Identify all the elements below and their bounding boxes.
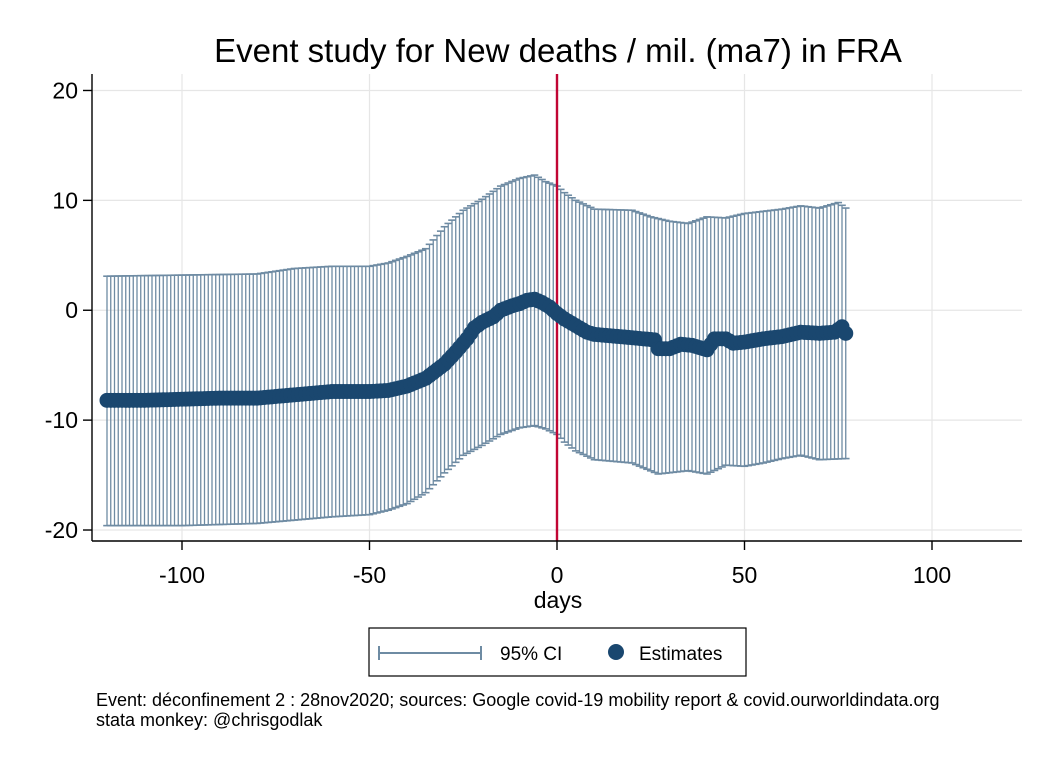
y-tick-label: 10 xyxy=(52,187,78,213)
x-tick-label: -50 xyxy=(353,562,386,588)
ci-bar xyxy=(429,239,438,486)
y-tick-label: 20 xyxy=(52,77,78,103)
ci-bar xyxy=(436,230,445,478)
ci-error-bars xyxy=(103,174,850,527)
ci-bar xyxy=(444,222,453,471)
ci-bar xyxy=(440,225,449,474)
y-tick-label: -20 xyxy=(45,517,78,543)
legend-ci-swatch xyxy=(378,646,482,660)
x-tick-label: 100 xyxy=(913,562,951,588)
x-axis-title: days xyxy=(534,587,583,613)
legend: 95% CI Estimates xyxy=(368,627,747,677)
x-tick-label: -100 xyxy=(159,562,205,588)
y-tick-label: 0 xyxy=(65,297,78,323)
legend-ci-label: 95% CI xyxy=(500,644,562,665)
source-note: Event: déconfinement 2 : 28nov2020; sour… xyxy=(96,690,940,710)
x-tick-label: 0 xyxy=(551,562,564,588)
y-tick-label: -10 xyxy=(45,407,78,433)
ci-bar xyxy=(448,219,456,467)
ci-bar xyxy=(455,212,464,460)
estimate-point xyxy=(838,325,854,341)
ci-bar xyxy=(433,234,441,482)
legend-estimates-swatch xyxy=(608,644,624,660)
estimate-points xyxy=(99,291,854,408)
ci-bar xyxy=(451,216,460,464)
legend-estimates-label: Estimates xyxy=(639,644,722,665)
author-note: stata monkey: @chrisgodlak xyxy=(96,710,323,730)
chart-title: Event study for New deaths / mil. (ma7) … xyxy=(214,32,902,69)
x-tick-label: 50 xyxy=(732,562,758,588)
